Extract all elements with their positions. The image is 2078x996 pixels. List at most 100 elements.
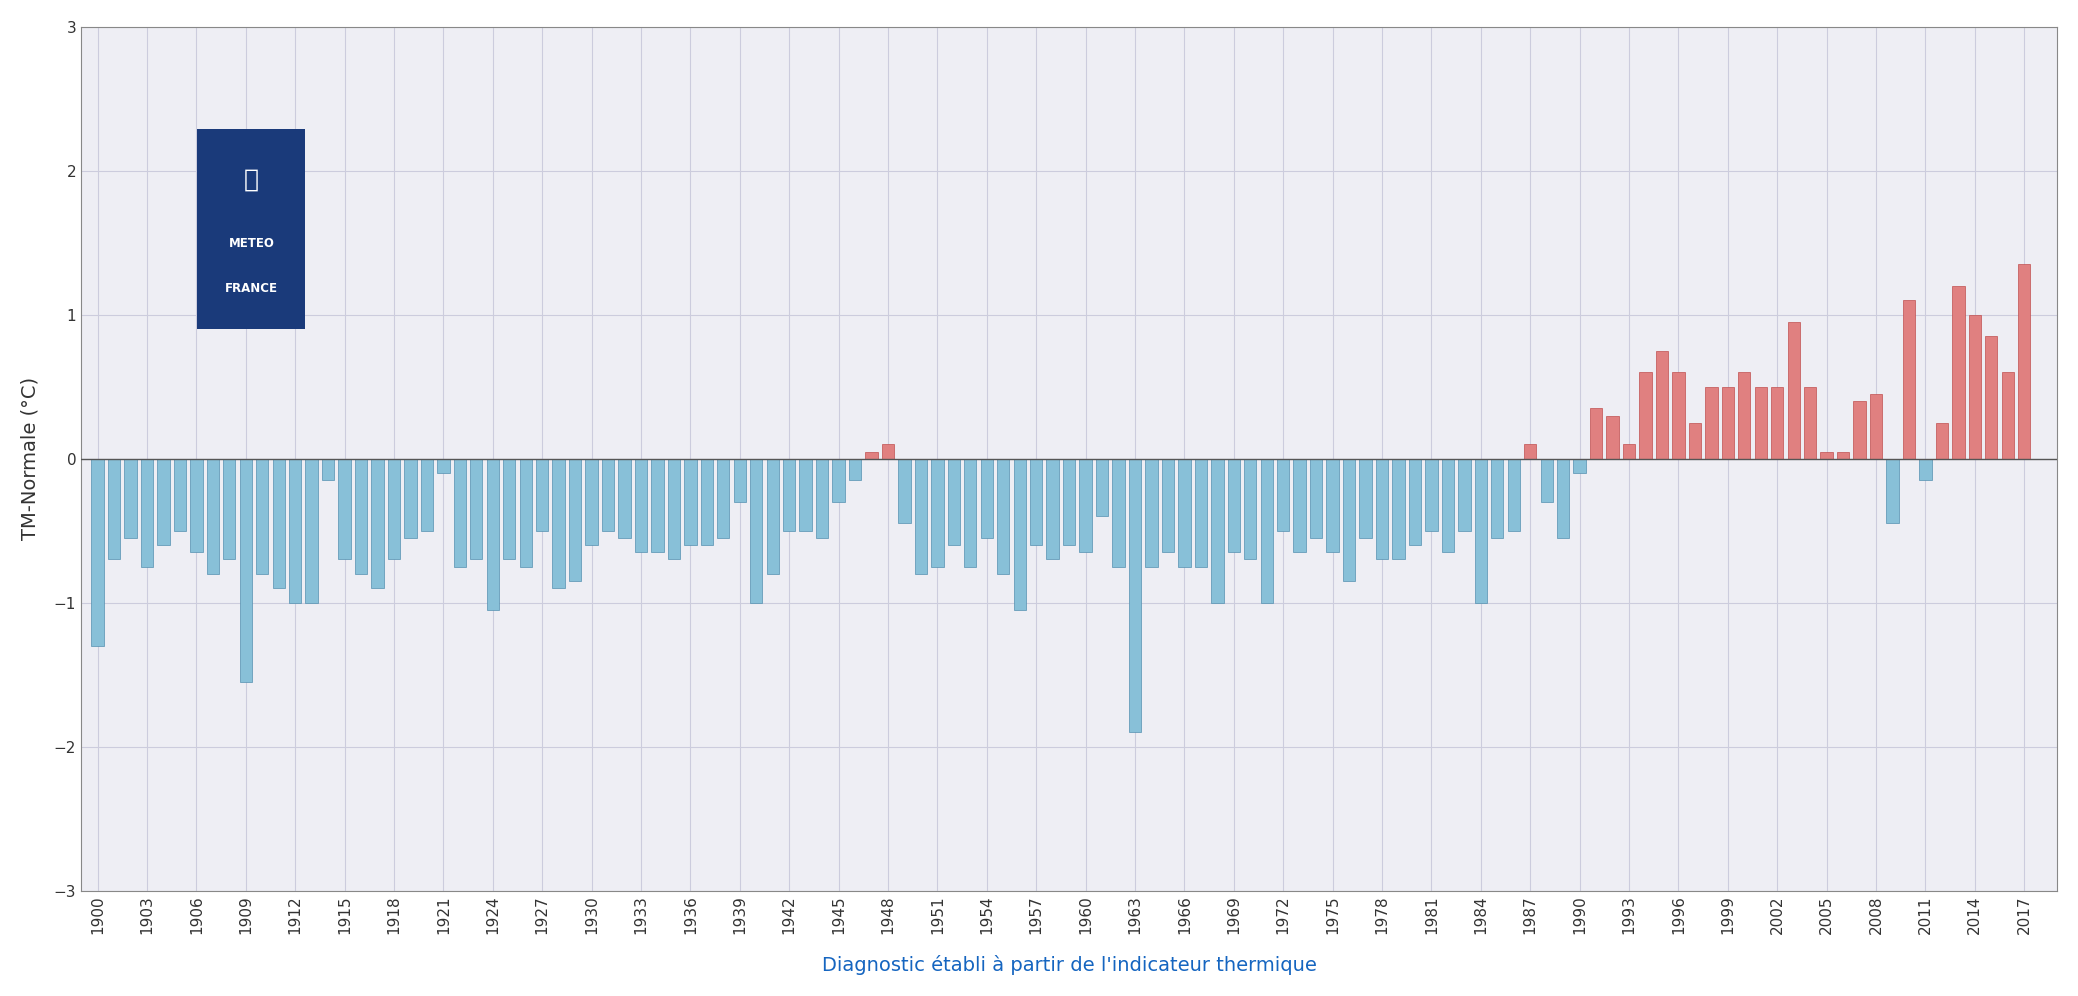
Bar xyxy=(603,459,615,531)
Bar xyxy=(684,459,696,545)
Bar xyxy=(1261,459,1274,603)
Bar xyxy=(1195,459,1207,567)
Bar xyxy=(1854,401,1866,459)
Bar xyxy=(569,459,582,581)
Bar xyxy=(339,459,351,560)
Bar xyxy=(800,459,812,531)
Bar xyxy=(1573,459,1586,473)
Bar xyxy=(1078,459,1091,553)
Bar xyxy=(206,459,218,574)
Bar xyxy=(1145,459,1157,567)
Bar xyxy=(503,459,515,560)
Bar xyxy=(420,459,432,531)
Bar xyxy=(997,459,1010,574)
Bar xyxy=(750,459,763,603)
Bar xyxy=(125,459,137,538)
Bar xyxy=(305,459,318,603)
Bar xyxy=(1507,459,1519,531)
Bar xyxy=(1342,459,1355,581)
Bar xyxy=(1968,315,1980,459)
Bar xyxy=(1837,451,1849,459)
Bar xyxy=(1309,459,1322,538)
Bar xyxy=(634,459,646,553)
Bar xyxy=(272,459,285,589)
Bar xyxy=(1359,459,1371,538)
Bar xyxy=(1278,459,1288,531)
Bar xyxy=(650,459,663,553)
Bar xyxy=(864,451,877,459)
Bar xyxy=(1887,459,1899,524)
Bar xyxy=(256,459,268,574)
Bar xyxy=(322,459,335,480)
Bar xyxy=(191,459,202,553)
Bar xyxy=(1804,386,1816,459)
Bar xyxy=(1737,373,1750,459)
Bar xyxy=(1903,301,1916,459)
Bar xyxy=(1442,459,1455,553)
Bar xyxy=(453,459,465,567)
Bar xyxy=(436,459,449,473)
Bar xyxy=(898,459,910,524)
Bar xyxy=(1492,459,1504,538)
Bar xyxy=(1128,459,1141,732)
Bar xyxy=(881,444,894,459)
Bar xyxy=(1392,459,1405,560)
Bar xyxy=(700,459,713,545)
Bar xyxy=(1556,459,1569,538)
Bar xyxy=(553,459,565,589)
Bar xyxy=(1870,394,1883,459)
Bar xyxy=(964,459,977,567)
Bar xyxy=(931,459,943,567)
Bar xyxy=(1590,408,1602,459)
Bar xyxy=(1112,459,1124,567)
Bar xyxy=(389,459,401,560)
Bar xyxy=(175,459,187,531)
Bar xyxy=(1656,351,1669,459)
Bar xyxy=(1723,386,1733,459)
Bar xyxy=(1228,459,1241,553)
Bar xyxy=(1820,451,1833,459)
Bar xyxy=(1706,386,1719,459)
Bar xyxy=(1951,286,1964,459)
Bar xyxy=(1178,459,1191,567)
Bar xyxy=(817,459,829,538)
Bar xyxy=(486,459,499,610)
Bar xyxy=(1523,444,1536,459)
Bar xyxy=(586,459,598,545)
Bar xyxy=(470,459,482,560)
Bar xyxy=(1245,459,1257,560)
Bar xyxy=(91,459,104,645)
Bar xyxy=(1031,459,1043,545)
Bar xyxy=(914,459,927,574)
Bar xyxy=(405,459,416,538)
Bar xyxy=(239,459,251,682)
Bar xyxy=(850,459,860,480)
Bar xyxy=(222,459,235,560)
Bar xyxy=(520,459,532,567)
Bar xyxy=(1540,459,1552,502)
Bar xyxy=(1326,459,1338,553)
Bar xyxy=(981,459,993,538)
Bar xyxy=(1984,337,1997,459)
Bar xyxy=(1673,373,1685,459)
Bar xyxy=(1787,322,1800,459)
X-axis label: Diagnostic établi à partir de l'indicateur thermique: Diagnostic établi à partir de l'indicate… xyxy=(821,955,1317,975)
Bar xyxy=(1475,459,1488,603)
Bar xyxy=(1014,459,1027,610)
Bar xyxy=(536,459,549,531)
Bar xyxy=(1293,459,1305,553)
Bar xyxy=(1376,459,1388,560)
Bar xyxy=(141,459,154,567)
Bar xyxy=(833,459,846,502)
Bar xyxy=(372,459,384,589)
Bar xyxy=(767,459,779,574)
Bar xyxy=(783,459,796,531)
Bar xyxy=(717,459,729,538)
Bar xyxy=(734,459,746,502)
Bar xyxy=(1606,415,1619,459)
Bar xyxy=(1095,459,1108,516)
Text: Ⓜ: Ⓜ xyxy=(243,167,260,191)
Text: METEO: METEO xyxy=(229,236,274,250)
Bar xyxy=(2018,264,2030,459)
Bar xyxy=(1064,459,1074,545)
